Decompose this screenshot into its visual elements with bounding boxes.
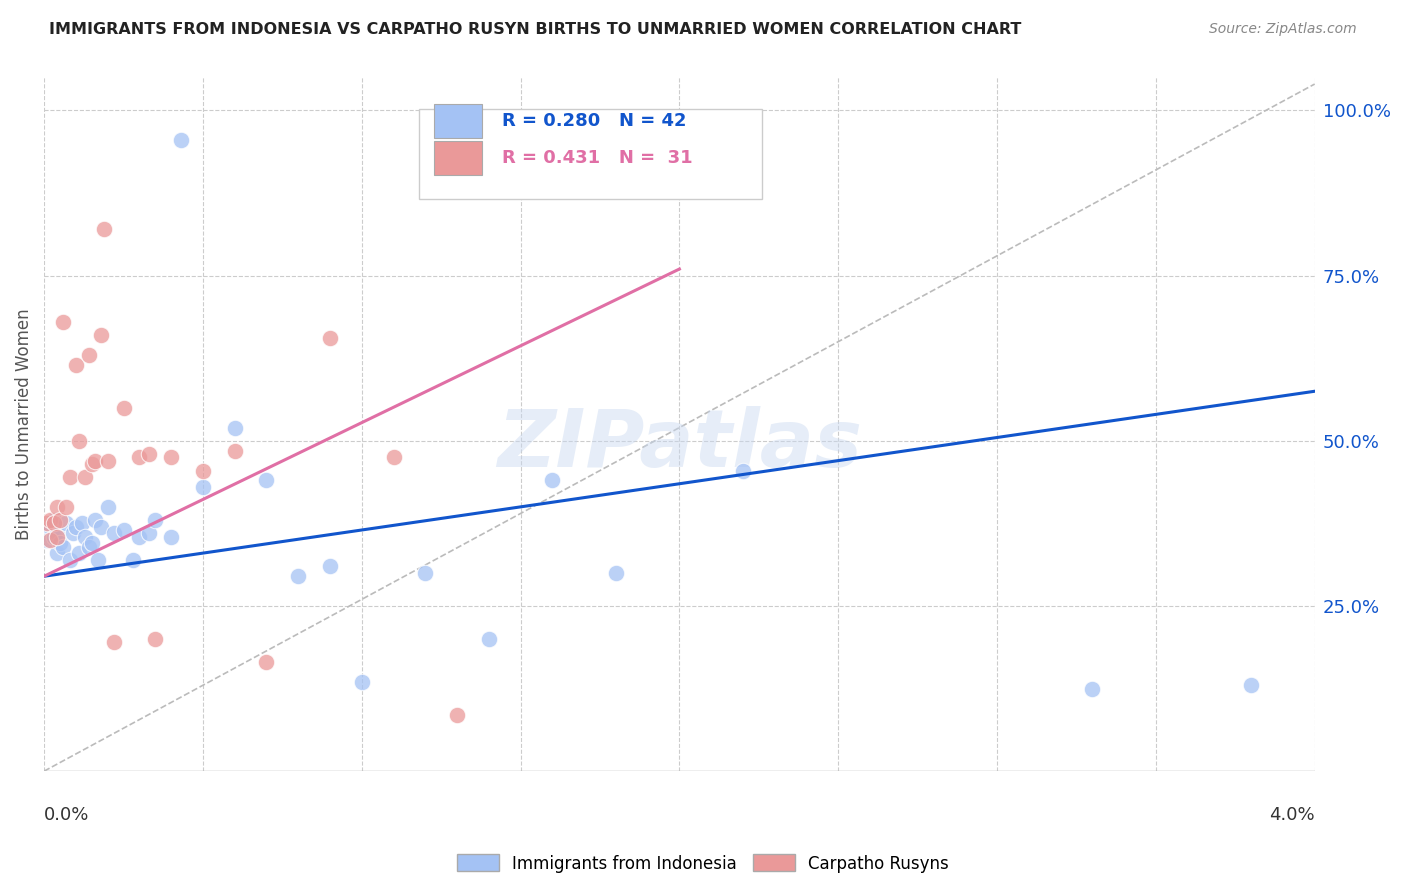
FancyBboxPatch shape [434, 141, 482, 175]
Point [84, 513, 107, 527]
Point [67, 434, 90, 448]
Point [287, 569, 309, 583]
Point [1240, 678, 1263, 692]
Point [1081, 681, 1104, 696]
Point [128, 530, 150, 544]
Point [70, 516, 93, 531]
FancyBboxPatch shape [419, 109, 762, 199]
Point [170, 133, 193, 147]
Point [103, 635, 125, 649]
FancyBboxPatch shape [434, 104, 482, 137]
Legend: Immigrants from Indonesia, Carpatho Rusyns: Immigrants from Indonesia, Carpatho Rusy… [450, 847, 956, 880]
Point [49, 536, 72, 550]
Point [93, 222, 115, 236]
Point [52, 540, 75, 554]
Point [350, 675, 373, 690]
Text: Source: ZipAtlas.com: Source: ZipAtlas.com [1209, 22, 1357, 37]
Point [413, 566, 436, 580]
Point [541, 474, 564, 488]
Point [49, 513, 72, 527]
Point [45, 530, 67, 544]
Point [138, 447, 160, 461]
Point [97, 500, 120, 514]
Point [62, 526, 84, 541]
Point [143, 632, 166, 646]
Point [160, 530, 183, 544]
Point [37, 516, 59, 531]
Text: R = 0.431   N =  31: R = 0.431 N = 31 [502, 149, 692, 167]
Point [112, 401, 135, 415]
Point [45, 546, 67, 560]
Point [75, 530, 97, 544]
Point [58, 470, 80, 484]
Point [256, 474, 278, 488]
Point [84, 453, 107, 467]
Point [39, 513, 62, 527]
Point [45, 500, 67, 514]
Point [605, 566, 627, 580]
Point [55, 500, 77, 514]
Point [90, 328, 112, 343]
Point [382, 450, 405, 465]
Point [87, 552, 110, 566]
Point [77, 540, 100, 554]
Point [55, 516, 77, 531]
Text: IMMIGRANTS FROM INDONESIA VS CARPATHO RUSYN BIRTHS TO UNMARRIED WOMEN CORRELATIO: IMMIGRANTS FROM INDONESIA VS CARPATHO RU… [49, 22, 1022, 37]
Point [42, 530, 65, 544]
Point [42, 516, 65, 531]
Point [319, 331, 342, 345]
Point [112, 523, 135, 537]
Y-axis label: Births to Unmarried Women: Births to Unmarried Women [15, 309, 32, 540]
Point [65, 519, 87, 533]
Point [42, 513, 65, 527]
Point [39, 533, 62, 547]
Point [224, 443, 246, 458]
Point [67, 546, 90, 560]
Point [75, 470, 97, 484]
Point [191, 480, 214, 494]
Point [65, 358, 87, 372]
Point [446, 708, 468, 723]
Point [191, 464, 214, 478]
Point [478, 632, 501, 646]
Point [80, 457, 103, 471]
Point [77, 348, 100, 362]
Point [58, 552, 80, 566]
Point [97, 453, 120, 467]
Point [143, 513, 166, 527]
Point [39, 519, 62, 533]
Point [224, 420, 246, 434]
Text: 0.0%: 0.0% [44, 805, 90, 824]
Text: ZIPatlas: ZIPatlas [496, 406, 862, 484]
Point [45, 526, 67, 541]
Point [103, 526, 125, 541]
Point [52, 315, 75, 329]
Point [731, 464, 754, 478]
Point [319, 559, 342, 574]
Point [160, 450, 183, 465]
Text: 4.0%: 4.0% [1270, 805, 1315, 824]
Point [122, 552, 145, 566]
Point [138, 526, 160, 541]
Point [80, 536, 103, 550]
Point [37, 533, 59, 547]
Point [128, 450, 150, 465]
Point [90, 519, 112, 533]
Text: R = 0.280   N = 42: R = 0.280 N = 42 [502, 112, 686, 130]
Point [256, 655, 278, 669]
